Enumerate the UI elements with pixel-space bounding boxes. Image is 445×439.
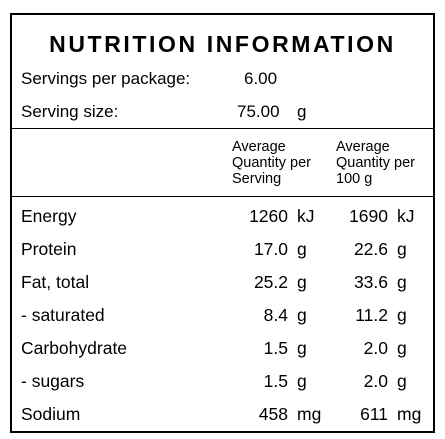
per-100g-unit: g (397, 305, 407, 325)
per-serving-value: 17.0 (253, 239, 288, 259)
row-label: Fat, total (21, 272, 90, 292)
column-header-per-serving-line: Serving (232, 171, 282, 187)
servings-value: 6.00 (244, 69, 278, 88)
per-100g-unit: g (397, 371, 407, 391)
per-100g-value: 1690 (349, 206, 388, 226)
per-100g-value: 11.2 (355, 305, 388, 325)
per-serving-value: 8.4 (263, 305, 288, 325)
per-serving-unit: kJ (297, 206, 315, 226)
column-header-per-serving: Average Quantity per Serving (232, 139, 311, 187)
row-label: Energy (21, 206, 77, 226)
per-serving-value: 458 (258, 404, 288, 424)
column-header-per-serving-line: Quantity per (232, 155, 311, 171)
per-100g-unit: g (397, 239, 407, 259)
servings-label: Servings per package: (21, 69, 191, 88)
panel-title: NUTRITION INFORMATION (49, 31, 396, 57)
per-100g-unit: kJ (397, 206, 415, 226)
nutrition-panel: NUTRITION INFORMATION Servings per packa… (10, 13, 435, 433)
row-label: Sodium (21, 404, 81, 424)
serving-size-value: 75.00 (237, 102, 280, 121)
per-100g-value: 33.6 (353, 272, 388, 292)
row-label: Protein (21, 239, 77, 259)
per-100g-unit: g (397, 338, 407, 358)
per-serving-value: 25.2 (253, 272, 288, 292)
row-label: Carbohydrate (21, 338, 128, 358)
per-100g-unit: mg (397, 404, 422, 424)
divider-top (12, 128, 433, 129)
per-serving-unit: g (297, 239, 307, 259)
serving-size-label: Serving size: (21, 102, 119, 121)
per-serving-value: 1260 (249, 206, 288, 226)
per-serving-unit: g (297, 371, 307, 391)
per-100g-unit: g (397, 272, 407, 292)
per-100g-value: 2.0 (363, 338, 388, 358)
per-serving-value: 1.5 (263, 338, 288, 358)
per-100g-value: 611 (360, 404, 388, 424)
column-header-per-100g-line: Average (336, 139, 390, 155)
row-label: - sugars (21, 371, 85, 391)
per-serving-unit: g (297, 338, 307, 358)
column-header-per-serving-line: Average (232, 139, 286, 155)
divider-header (12, 196, 433, 197)
per-serving-unit: mg (297, 404, 322, 424)
per-100g-value: 2.0 (363, 371, 388, 391)
per-100g-value: 22.6 (353, 239, 388, 259)
column-header-per-100g: Average Quantity per 100 g (336, 139, 415, 187)
column-header-per-100g-line: Quantity per (336, 155, 415, 171)
column-header-per-100g-line: 100 g (336, 171, 373, 187)
per-serving-value: 1.5 (263, 371, 288, 391)
row-label: - saturated (21, 305, 105, 325)
serving-size-unit: g (297, 102, 307, 121)
per-serving-unit: g (297, 272, 307, 292)
per-serving-unit: g (297, 305, 307, 325)
